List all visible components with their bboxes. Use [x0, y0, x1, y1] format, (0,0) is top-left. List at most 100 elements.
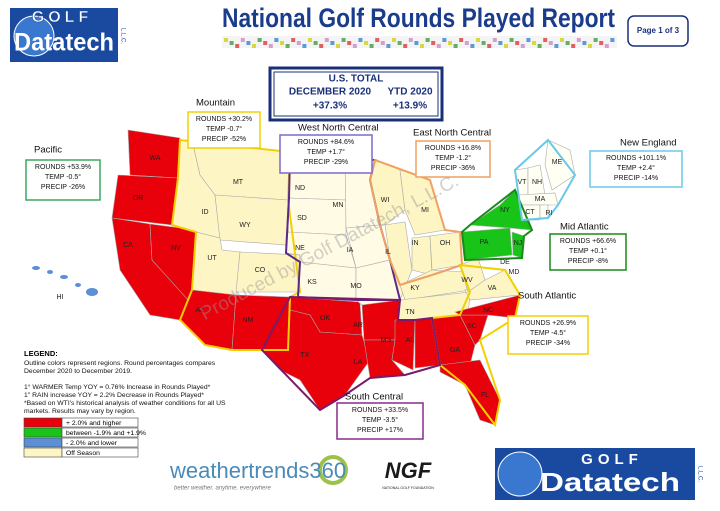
state-label: PA	[480, 239, 489, 246]
pixel	[274, 38, 279, 42]
pixel	[358, 38, 363, 42]
legend-note: 1° WARMER Temp YOY = 0.76% Increase in R…	[24, 383, 211, 391]
page-number: Page 1 of 3	[637, 26, 680, 35]
island	[75, 283, 81, 287]
pixel	[420, 44, 424, 48]
pixel	[235, 44, 240, 48]
pixel	[554, 44, 559, 48]
state-label: OH	[440, 240, 451, 247]
region-stat: PRECIP -8%	[568, 258, 608, 265]
pixel	[436, 44, 441, 48]
pixel	[268, 44, 273, 48]
pixel	[240, 38, 245, 42]
region-box	[589, 150, 683, 188]
region-stat: TEMP +1.7°	[307, 148, 345, 156]
pixel	[319, 44, 324, 48]
state-shape	[429, 231, 463, 271]
page-box	[627, 15, 689, 47]
state-label: CT	[525, 209, 535, 216]
region-box	[507, 315, 589, 355]
region-box	[549, 233, 627, 271]
pixel	[375, 38, 380, 42]
pixel	[431, 41, 436, 45]
legend-title: LEGEND:	[24, 349, 58, 358]
region-stat: ROUNDS +30.2%	[196, 116, 252, 123]
pixel	[599, 41, 604, 45]
legend-swatch	[23, 447, 63, 458]
state-label: WA	[149, 155, 160, 162]
pixel	[476, 38, 480, 42]
state-shape	[214, 194, 289, 246]
weather-swoosh	[318, 455, 348, 485]
pixel	[364, 41, 368, 45]
state-label: MN	[333, 202, 344, 209]
state-shape	[361, 299, 401, 341]
us-total-value-2: +13.9%	[393, 101, 427, 112]
region-stat: ROUNDS +33.5%	[352, 407, 408, 414]
state-label: TX	[301, 352, 310, 359]
legend-label: + 2.0% and higher	[66, 420, 122, 427]
legend-box	[61, 417, 139, 428]
pixel	[246, 41, 251, 45]
state-shape	[363, 339, 406, 379]
pixel	[392, 38, 396, 42]
pixel	[571, 44, 576, 48]
state-label: NV	[171, 245, 181, 252]
pixel	[341, 38, 346, 42]
pixel	[313, 41, 318, 45]
state-shape	[111, 174, 179, 226]
state-label: NM	[243, 317, 254, 324]
pixel	[509, 38, 514, 42]
state-label: GA	[450, 347, 460, 354]
region-outline	[460, 188, 534, 262]
island	[32, 266, 40, 270]
pixel	[498, 41, 503, 45]
pixel	[504, 44, 508, 48]
state-label: MO	[350, 283, 362, 290]
state-label: RI	[546, 210, 553, 217]
region-stat: PRECIP +17%	[357, 427, 403, 434]
region-outline	[260, 295, 442, 412]
legend-box	[61, 447, 139, 458]
pixel	[487, 44, 492, 48]
legend-box	[61, 427, 139, 438]
region-stat: ROUNDS +66.6%	[560, 238, 616, 245]
region-stat: ROUNDS +53.9%	[35, 164, 91, 171]
us-total-title: U.S. TOTAL	[329, 74, 384, 85]
pixel	[481, 41, 486, 45]
legend-note: markets. Results may vary by region.	[24, 408, 136, 415]
pixel	[526, 38, 531, 42]
state-label: LA	[354, 359, 363, 366]
pixel	[548, 41, 553, 45]
footer-logo-main: Datatech	[540, 467, 680, 497]
legend-note: 1" RAIN increase YOY = 2.2% Decrease in …	[24, 392, 204, 399]
pixel	[229, 41, 234, 45]
pixel	[425, 38, 430, 42]
island	[60, 275, 68, 279]
region-name: West North Central	[298, 123, 379, 134]
us-total-inner	[273, 71, 439, 117]
region-stat: TEMP -4.5°	[530, 329, 566, 337]
region-outline	[513, 138, 577, 222]
legend-note: December 2020 to December 2019.	[24, 368, 132, 375]
state-label: IL	[385, 249, 391, 256]
state-label: WI	[381, 197, 390, 204]
legend-swatch	[23, 437, 63, 448]
state-shape	[544, 139, 576, 191]
pixel	[543, 38, 548, 42]
region-box	[187, 111, 261, 149]
logo-globe	[13, 15, 55, 57]
weather-tagline: better weather. anytime. everywhere	[174, 486, 271, 492]
pixel	[308, 38, 312, 42]
region-name: Mountain	[196, 98, 235, 109]
pixel	[610, 38, 615, 42]
logo-top: GOLF	[32, 9, 92, 26]
state-label: AL	[406, 337, 415, 344]
region-stat: TEMP -0.7°	[206, 125, 242, 133]
region-box	[336, 402, 424, 440]
state-label: SC	[467, 323, 477, 330]
region-name: New England	[620, 138, 677, 149]
us-total-box	[268, 66, 444, 122]
region-stat: TEMP -3.5°	[362, 416, 398, 424]
pixel	[347, 41, 352, 45]
